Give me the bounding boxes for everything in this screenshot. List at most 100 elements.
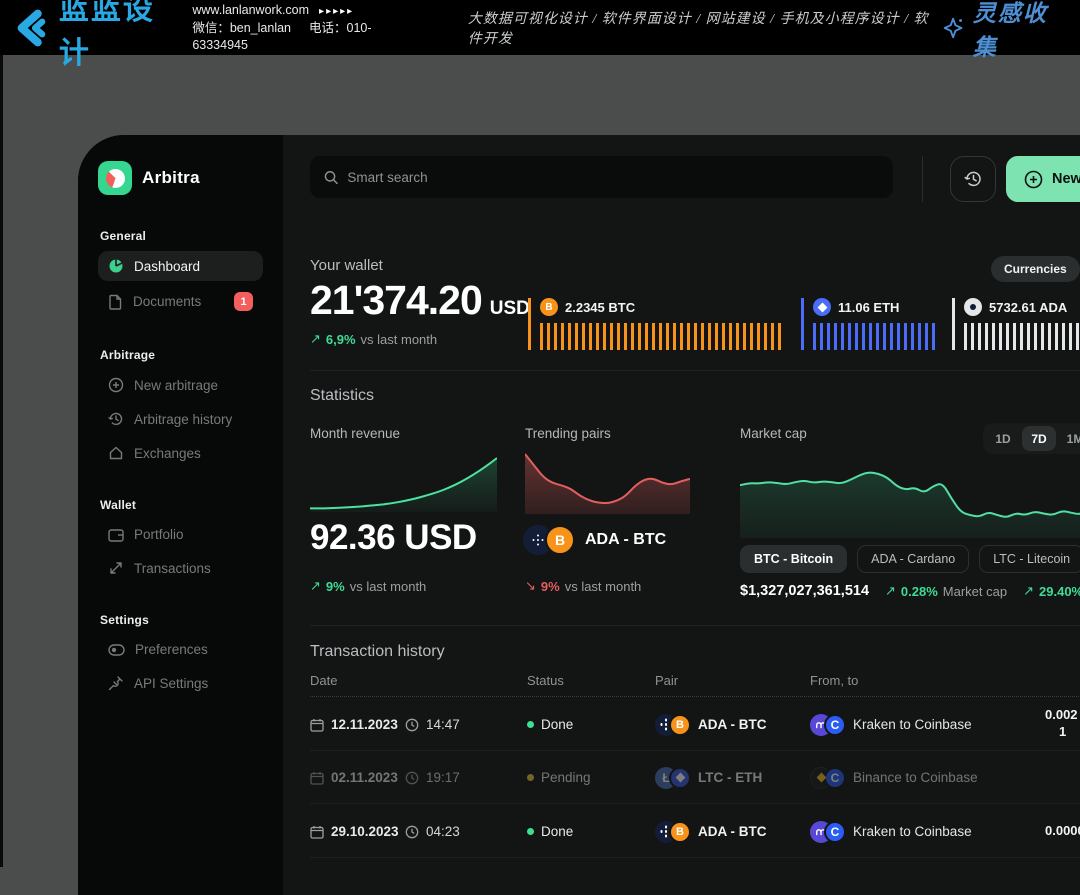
sidebar-item-dashboard[interactable]: Dashboard <box>98 251 263 281</box>
toggle-icon <box>108 644 125 656</box>
ada-ticks <box>964 323 1080 350</box>
tab-currencies[interactable]: Currencies <box>991 256 1080 282</box>
amount-value: 1 <box>1059 724 1066 739</box>
route-cell: C Kraken to Coinbase <box>810 698 972 751</box>
ada-btc-pair-icon: B <box>655 821 691 843</box>
status-badge: Pending <box>527 751 591 804</box>
clock-icon <box>405 825 419 839</box>
banner-website: www.lanlanwork.com <box>192 3 309 17</box>
app-brand: Arbitra <box>98 161 263 195</box>
pair-pill-ltc[interactable]: LTC - Litecoin <box>979 545 1080 573</box>
sidebar-item-api-settings[interactable]: API Settings <box>98 668 263 698</box>
pair-pill-ada[interactable]: ADA - Cardano <box>857 545 969 573</box>
pie-chart-icon <box>108 258 124 274</box>
pair-pill-btc[interactable]: BTC - Bitcoin <box>740 545 847 573</box>
btc-coin-icon: B <box>540 298 558 316</box>
trending-change: ↘ 9% vs last month <box>525 578 641 594</box>
up-arrow-icon: ↗ <box>310 331 321 347</box>
new-arbitrage-button[interactable]: New arbitrage <box>1006 156 1080 202</box>
volume-change: ↗29.40% Volume (24h) <box>1023 583 1080 599</box>
month-revenue-value: 92.36 USD <box>310 518 477 558</box>
holding-ada: 5732.61 ADA <box>952 298 1080 350</box>
banner-wechat: 微信：ben_lanlan <box>192 21 291 35</box>
month-revenue-label: Month revenue <box>310 426 400 441</box>
wallet-tabs: Currencies Exchanges <box>991 256 1080 282</box>
col-status: Status <box>527 673 564 688</box>
ada-btc-pair-icon: B <box>523 525 575 555</box>
sidebar-item-arbitrage-history[interactable]: Arbitrage history <box>98 404 263 434</box>
holding-eth: 11.06 ETH <box>801 298 952 350</box>
app-name: Arbitra <box>142 168 200 188</box>
pair-cell: B ADA - BTC <box>655 805 767 858</box>
section-divider <box>310 370 1080 371</box>
range-1d[interactable]: 1D <box>986 426 1020 451</box>
holding-btc: B 2.2345 BTC <box>528 298 801 350</box>
status-dot <box>527 774 534 781</box>
bank-icon <box>108 445 124 461</box>
banner-services: 大数据可视化设计 / 软件界面设计 / 网站建设 / 手机及小程序设计 / 软件… <box>468 8 941 48</box>
swap-arrows-icon <box>108 560 124 576</box>
banner-contact-info: www.lanlanwork.com▸▸▸▸▸ 微信：ben_lanlan电话：… <box>192 2 412 54</box>
inspiration-collect: 灵感收集 <box>941 0 1080 62</box>
coinbase-icon: C <box>824 821 846 843</box>
calendar-icon <box>310 718 324 732</box>
search-input[interactable] <box>347 170 879 185</box>
market-cap-stats: $1,327,027,361,514 ↗0.28% Market cap ↗29… <box>740 583 1080 599</box>
sidebar-item-new-arbitrage[interactable]: New arbitrage <box>98 370 263 400</box>
coinbase-icon: C <box>824 767 846 789</box>
nav-section-settings: Settings <box>100 613 261 627</box>
clock-icon <box>405 718 419 732</box>
market-cap-pairs: BTC - Bitcoin ADA - Cardano LTC - Liteco… <box>740 545 1080 573</box>
clock-icon <box>405 771 419 785</box>
sidebar-item-exchanges[interactable]: Exchanges <box>98 438 263 468</box>
sidebar-item-documents[interactable]: Documents 1 <box>98 285 263 318</box>
trending-pairs-label: Trending pairs <box>525 426 611 441</box>
month-revenue-chart <box>310 455 497 512</box>
market-cap-label: Market cap <box>740 426 807 441</box>
range-1m[interactable]: 1M <box>1058 426 1080 451</box>
transaction-row[interactable]: 12.11.2023 14:47 Done B ADA - BTC <box>310 698 1080 751</box>
document-icon <box>108 294 123 310</box>
table-header-divider <box>310 696 1080 697</box>
arbitra-logo-icon <box>98 161 132 195</box>
search-bar[interactable] <box>310 156 893 198</box>
history-button[interactable] <box>950 156 996 202</box>
transactions-section-title: Transaction history <box>310 643 445 661</box>
wallet-icon <box>108 528 124 542</box>
eth-ticks <box>813 323 936 350</box>
eth-icon <box>669 767 691 789</box>
transaction-row[interactable]: 02.11.2023 19:17 Pending Ł LTC - ETH C B… <box>310 751 1080 804</box>
binance-coinbase-icon: C <box>810 767 846 789</box>
dashboard-window: Arbitra General Dashboard Documents 1 Ar… <box>78 135 1080 895</box>
pair-cell: B ADA - BTC <box>655 698 767 751</box>
amount-value: 0.0000 <box>1045 823 1080 838</box>
plus-circle-icon <box>108 377 124 393</box>
wallet-balance: 21'374.20 USD <box>310 277 530 324</box>
range-7d[interactable]: 7D <box>1022 426 1056 451</box>
wallet-holdings: B 2.2345 BTC 11.06 ETH 5732.61 ADA <box>528 298 1080 350</box>
sidebar-item-portfolio[interactable]: Portfolio <box>98 520 263 549</box>
balance-amount: 21'374.20 <box>310 277 482 324</box>
route-cell: C Binance to Coinbase <box>810 751 978 804</box>
plus-circle-icon <box>1024 170 1043 189</box>
ada-btc-pair-icon: B <box>655 714 691 736</box>
history-icon <box>108 411 124 427</box>
calendar-icon <box>310 825 324 839</box>
trending-pairs-chart <box>525 451 690 514</box>
down-arrow-icon: ↘ <box>525 578 536 594</box>
status-badge: Done <box>527 805 573 858</box>
kraken-coinbase-icon: C <box>810 821 846 843</box>
lanlan-logo-text: 蓝蓝设计 <box>59 0 178 72</box>
transaction-row[interactable]: 29.10.2023 04:23 Done B ADA - BTC <box>310 805 1080 858</box>
topbar-divider <box>922 156 923 202</box>
nav-section-wallet: Wallet <box>100 498 261 512</box>
sidebar-item-transactions[interactable]: Transactions <box>98 553 263 583</box>
market-cap-change: ↗0.28% Market cap <box>885 583 1007 599</box>
sparkle-star-icon <box>941 15 965 41</box>
month-revenue-change: ↗ 9% vs last month <box>310 578 426 594</box>
documents-badge: 1 <box>234 292 253 311</box>
search-icon <box>324 170 338 185</box>
lanlan-logo-icon <box>10 5 53 51</box>
banner-arrows: ▸▸▸▸▸ <box>319 6 354 17</box>
sidebar-item-preferences[interactable]: Preferences <box>98 635 263 664</box>
